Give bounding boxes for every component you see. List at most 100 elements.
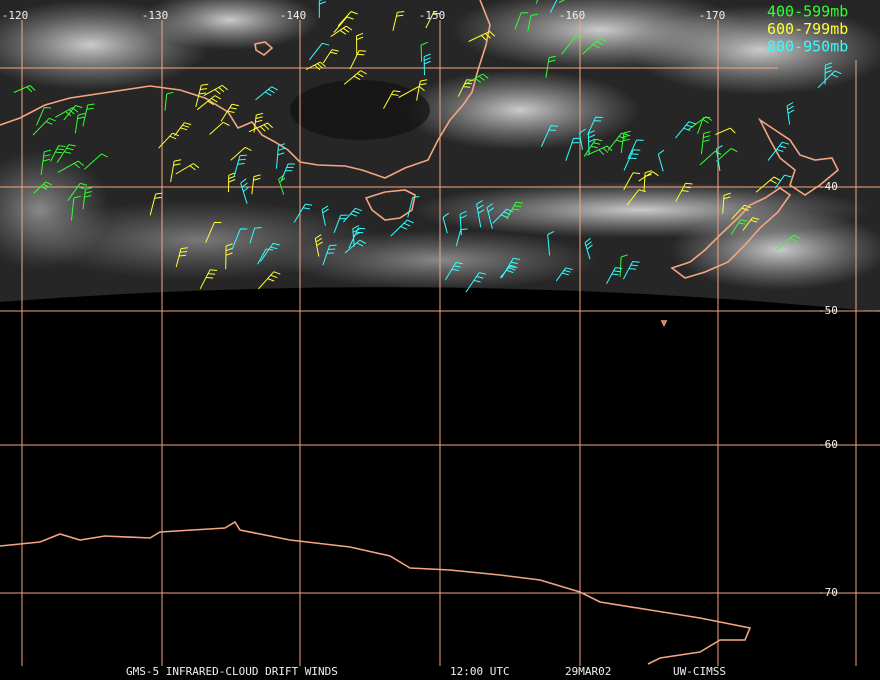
lon-label: -120	[2, 9, 29, 22]
wind-barb	[492, 208, 514, 224]
wind-barb	[199, 269, 218, 290]
lat-label: -50	[818, 304, 838, 317]
wind-barb	[730, 219, 748, 235]
footer-credit: UW-CIMSS	[673, 665, 726, 678]
grid	[0, 20, 880, 666]
wind-barb	[40, 149, 52, 175]
lon-label: -160	[559, 9, 586, 22]
wind-barb	[251, 174, 261, 195]
legend-entry: 400-599mb	[767, 3, 848, 21]
lat-label: -40	[818, 180, 838, 193]
wind-barb	[457, 79, 474, 97]
wind-barb	[305, 61, 326, 71]
wind-barb	[318, 0, 326, 18]
wind-barb	[36, 107, 52, 126]
wind-barb	[32, 117, 56, 136]
wind-barb	[774, 174, 792, 189]
wind-barb	[499, 264, 518, 278]
wind-barb	[175, 247, 188, 268]
wind-barb	[228, 172, 236, 193]
wind-barb	[398, 85, 425, 98]
wind-barb	[638, 171, 659, 182]
lon-label: -140	[280, 9, 307, 22]
wind-barb	[476, 200, 485, 228]
wind-barb	[565, 137, 581, 161]
wind-barb	[442, 212, 449, 234]
wind-barb	[158, 132, 180, 149]
wind-barb	[578, 128, 586, 150]
wind-barb	[149, 192, 163, 216]
wind-barb	[622, 261, 640, 280]
wind-barb	[620, 130, 631, 154]
wind-barb	[390, 219, 414, 237]
wind-barb	[584, 237, 593, 260]
wind-barb	[675, 121, 696, 139]
wind-barb	[249, 227, 262, 244]
wind-barb	[333, 16, 354, 33]
wind-barb	[455, 228, 468, 247]
wind-barb	[500, 257, 521, 279]
footer-time: 12:00 UTC	[450, 665, 510, 678]
wind-barb	[348, 227, 366, 249]
wind-barb	[527, 13, 538, 32]
wind-barb	[253, 112, 264, 133]
footer-date: 29MAR02	[565, 665, 611, 678]
wind-barb	[627, 139, 644, 159]
wind-barb	[344, 239, 367, 254]
wind-barb	[407, 196, 420, 218]
wind-barb	[583, 138, 603, 157]
wind-barb	[233, 154, 247, 177]
wind-barb	[309, 42, 330, 61]
wind-barb	[74, 113, 86, 134]
wind-barb	[545, 55, 556, 78]
wind-barb	[722, 192, 731, 214]
wind-barb	[56, 144, 76, 163]
wind-barb	[337, 11, 358, 27]
wind-barb	[459, 210, 467, 236]
wind-barb	[587, 130, 596, 156]
wind-barb	[535, 0, 539, 4]
wind-barb	[776, 234, 801, 251]
wind-barb	[255, 86, 278, 101]
coastlines	[0, 0, 839, 665]
wind-barb	[314, 234, 323, 257]
wind-barb	[170, 159, 182, 183]
wind-barb	[33, 181, 53, 194]
wind-barb	[817, 70, 842, 89]
wind-barb	[205, 221, 222, 243]
wind-barb	[715, 127, 736, 135]
wind-barb	[67, 182, 88, 202]
wind-barb	[623, 172, 641, 190]
wind-barb	[164, 91, 174, 111]
wind-barb	[623, 149, 641, 171]
wind-barb	[13, 85, 36, 93]
wind-barb	[586, 145, 613, 156]
wind-barb	[540, 125, 558, 147]
wind-barb	[63, 105, 83, 121]
wind-barbs	[13, 0, 842, 293]
wind-barb	[699, 150, 722, 166]
wind-barb	[203, 84, 229, 97]
wind-barb	[195, 83, 209, 108]
lon-label: -130	[142, 9, 169, 22]
legend-entry: 800-950mb	[767, 38, 848, 56]
wind-barb	[231, 228, 248, 250]
wind-barb	[465, 272, 487, 293]
wind-barb	[321, 205, 329, 226]
longitude-labels: -120 -130 -140 -150 -160 -170	[2, 9, 726, 22]
wind-barb	[343, 70, 367, 85]
wind-barb	[514, 12, 529, 30]
wind-barb	[731, 204, 752, 220]
wind-barb	[71, 195, 81, 221]
footer-source: GMS-5 INFRARED-CLOUD DRIFT WINDS	[126, 665, 338, 678]
wind-barb	[257, 248, 274, 265]
wind-barb	[174, 122, 192, 137]
wind-barb	[445, 262, 463, 280]
wind-barb	[230, 146, 252, 161]
wind-barb	[416, 79, 428, 101]
wind-barb	[50, 145, 66, 162]
wind-barb	[425, 12, 441, 29]
wind-barb	[55, 107, 79, 118]
wind-barb	[82, 187, 93, 210]
lon-label: -150	[419, 9, 446, 22]
